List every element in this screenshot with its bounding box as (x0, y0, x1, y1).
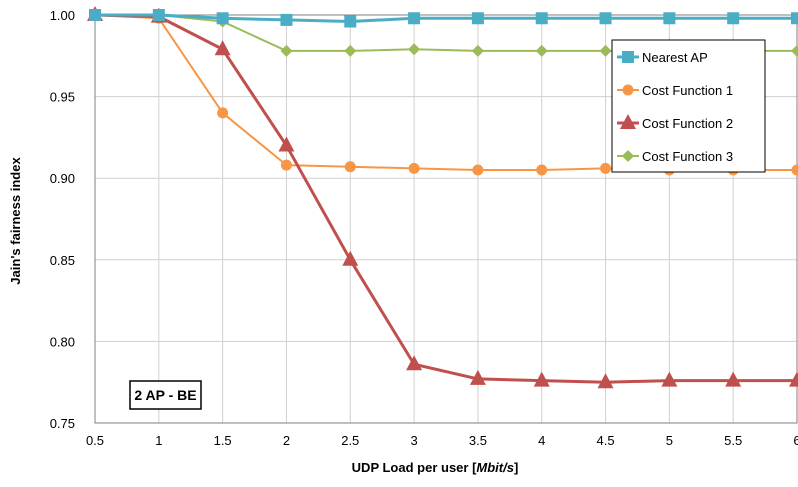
x-axis-title-unit: Mbit/s (476, 460, 514, 475)
nearest-ap-point (280, 13, 293, 26)
y-axis-ticks: 0.75 0.80 0.85 0.90 0.95 1.00 (50, 8, 75, 431)
nearest-ap-point (89, 9, 101, 21)
cost-function-2-point (469, 369, 486, 385)
nearest-ap-point (344, 15, 357, 28)
legend-label: Cost Function 3 (642, 149, 733, 164)
x-tick-label: 4.5 (597, 433, 615, 448)
x-tick-label: 3 (410, 433, 417, 448)
x-tick-label: 1.5 (214, 433, 232, 448)
x-tick-label: 1 (155, 433, 162, 448)
plot-area-frame (94, 14, 798, 424)
legend-label: Cost Function 1 (642, 83, 733, 98)
cost-function-3-point (471, 44, 484, 57)
legend-swatch-marker (620, 114, 636, 129)
x-tick-label: 5 (666, 433, 673, 448)
cost-function-2-point (278, 136, 295, 152)
legend-label: Nearest AP (642, 50, 708, 65)
nearest-ap-point (663, 12, 676, 25)
annotation-box: 2 AP - BE (129, 380, 202, 410)
x-tick-label: 3.5 (469, 433, 487, 448)
legend-item-cost-function-1: Cost Function 1 (617, 83, 733, 98)
legend-label: Cost Function 2 (642, 116, 733, 131)
legend-item-nearest-ap: Nearest AP (617, 50, 708, 65)
x-tick-label: 4 (538, 433, 545, 448)
cost-function-3-point (791, 44, 798, 57)
nearest-ap-line (95, 13, 797, 24)
y-tick-label: 0.80 (50, 334, 75, 349)
x-axis-title-close: ] (514, 460, 518, 475)
x-axis-ticks: 0.5 1 1.5 2 2.5 3 3.5 4 4.5 5 5.5 6 (86, 433, 798, 448)
cost-function-1-point (472, 164, 484, 176)
cost-function-3-point (344, 44, 357, 57)
cost-function-2-point (214, 40, 231, 56)
cost-function-1-point (280, 159, 292, 171)
cost-function-1-point (344, 161, 356, 173)
nearest-ap-point (408, 12, 421, 25)
cost-function-2-point (533, 371, 550, 387)
cost-function-2-point (661, 371, 678, 387)
nearest-ap-point (599, 12, 612, 25)
series-nearest-ap (89, 9, 798, 28)
y-tick-label: 0.85 (50, 253, 75, 268)
legend-item-cost-function-3: Cost Function 3 (617, 149, 733, 164)
nearest-ap-point (152, 9, 165, 21)
nearest-ap-point (791, 12, 798, 25)
legend-swatch-marker (622, 51, 634, 63)
cost-function-2-point (342, 250, 359, 266)
cost-function-1-point (217, 107, 229, 119)
series-cost-function-2 (87, 6, 798, 389)
y-tick-label: 1.00 (50, 8, 75, 23)
cost-function-1-point (791, 164, 798, 176)
legend-frame (611, 39, 766, 173)
x-tick-label: 6 (793, 433, 798, 448)
legend-swatch-marker (622, 84, 634, 96)
annotation-frame (129, 380, 202, 410)
cost-function-2-point (789, 371, 798, 387)
y-tick-label: 0.90 (50, 171, 75, 186)
nearest-ap-point (727, 12, 740, 25)
x-tick-label: 2.5 (341, 433, 359, 448)
y-tick-label: 0.95 (50, 90, 75, 105)
cost-function-3-point (408, 43, 421, 56)
cost-function-2-point (597, 373, 614, 389)
cost-function-3-point (599, 44, 612, 57)
cost-function-2-line (94, 13, 797, 384)
legend: Nearest AP Cost Function 1 Cost Function 2… (611, 39, 766, 173)
x-tick-label: 2 (283, 433, 290, 448)
annotation-label: 2 AP - BE (134, 387, 196, 403)
legend-swatch-marker (622, 150, 634, 162)
x-tick-label: 0.5 (86, 433, 104, 448)
x-axis-title: UDP Load per user [Mbit/s] (352, 460, 519, 475)
x-tick-label: 5.5 (724, 433, 742, 448)
nearest-ap-point (471, 12, 484, 25)
cost-function-1-point (536, 164, 548, 176)
cost-function-3-point (280, 44, 293, 57)
cost-function-1-point (600, 162, 612, 174)
nearest-ap-point (535, 12, 548, 25)
x-axis-title-main: UDP Load per user [ (352, 460, 477, 475)
y-axis-title: Jain's fairness index (8, 157, 23, 285)
legend-item-cost-function-2: Cost Function 2 (617, 114, 733, 131)
cost-function-2-point (725, 371, 742, 387)
cost-function-1-point (408, 162, 420, 174)
cost-function-3-point (535, 44, 548, 57)
nearest-ap-point (216, 12, 229, 25)
y-tick-label: 0.75 (50, 416, 75, 431)
cost-function-2-point (406, 355, 423, 371)
